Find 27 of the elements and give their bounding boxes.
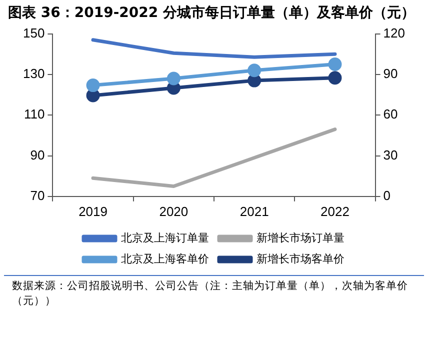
y2-tick-label: 60 [383,106,398,122]
y2-tick-label: 120 [383,25,406,40]
x-tick-label: 2021 [240,204,269,219]
chart-title: 图表 36：2019-2022 分城市每日订单量（单）及客单价（元） [7,4,416,23]
y2-tick-label: 90 [383,66,398,82]
y2-tick-label: 0 [383,188,391,203]
y-tick-label: 150 [22,25,45,40]
y-tick-label: 110 [24,106,45,122]
point [248,64,262,78]
legend-label: 新增长市场订单量 [256,231,344,244]
y2-tick-label: 30 [383,147,398,162]
y-tick-label: 90 [30,147,45,162]
point [328,58,342,72]
x-tick-label: 2020 [159,204,188,219]
y-tick-label: 130 [22,66,45,82]
point [86,78,100,92]
source-note: 数据来源：公司招股说明书、公司公告（注：主轴为订单量（单），次轴为客单价（元）） [4,275,424,312]
legend-label: 北京及上海订单量 [121,231,209,244]
point [166,72,180,86]
legend-label: 新增长市场客单价 [256,252,344,266]
point [328,71,342,85]
legend-label: 北京及上海客单价 [121,252,209,266]
point [248,74,262,88]
point [86,88,100,102]
y-tick-label: 70 [30,188,45,203]
x-tick-label: 2022 [320,204,350,219]
x-tick-label: 2019 [78,204,108,219]
